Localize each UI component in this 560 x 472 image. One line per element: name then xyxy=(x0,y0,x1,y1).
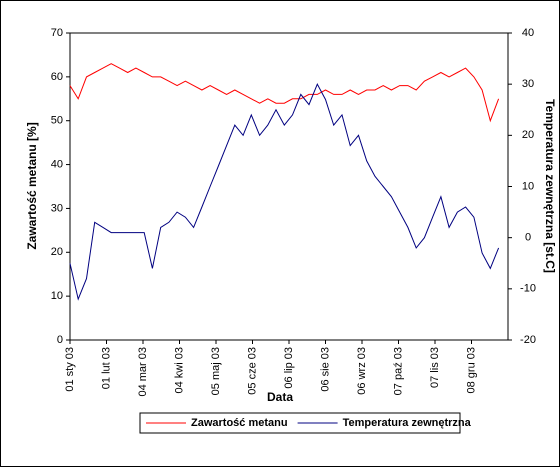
x-tick-label: 01 sty 03 xyxy=(64,347,76,392)
x-tick-label: 01 lut 03 xyxy=(100,347,112,389)
y2-tick-label: -20 xyxy=(520,334,536,346)
x-tick-label: 06 lip 03 xyxy=(283,347,295,389)
series-line xyxy=(69,63,500,123)
x-axis-title: Data xyxy=(267,390,293,404)
x-tick-label: 04 mar 03 xyxy=(137,347,149,397)
x-tick-label: 05 maj 03 xyxy=(210,347,222,395)
y-tick-label: 50 xyxy=(51,115,63,127)
x-tick-label: 07 paź 03 xyxy=(392,347,404,395)
y2-tick-label: 30 xyxy=(522,78,534,90)
x-tick-label: 06 sie 03 xyxy=(319,347,331,392)
y-tick-label: 30 xyxy=(51,202,63,214)
y-tick-label: 20 xyxy=(51,246,63,258)
series-line xyxy=(69,83,500,301)
x-tick-label: 05 cze 03 xyxy=(246,347,258,395)
y2-axis-title: Temperatura zewnętrzna [st.C] xyxy=(543,99,557,273)
y2-tick-label: -10 xyxy=(520,283,536,295)
y-tick-label: 70 xyxy=(51,27,63,39)
x-tick-label: 07 lis 03 xyxy=(429,347,441,388)
legend-label: Zawartość metanu xyxy=(191,417,288,429)
y2-tick-label: 40 xyxy=(522,27,534,39)
x-tick-label: 04 kwi 03 xyxy=(173,347,185,393)
y2-tick-label: 10 xyxy=(522,180,534,192)
y-axis-title: Zawartość metanu [%] xyxy=(25,122,39,249)
y-tick-label: 40 xyxy=(51,158,63,170)
y2-tick-label: 0 xyxy=(525,232,531,244)
y2-tick-label: 20 xyxy=(522,129,534,141)
x-tick-label: 06 wrz 03 xyxy=(356,347,368,395)
y-tick-label: 60 xyxy=(51,71,63,83)
legend-label: Temperatura zewnętrzna xyxy=(343,417,472,429)
x-tick-label: 08 gru 03 xyxy=(465,347,477,393)
y-tick-label: 10 xyxy=(51,290,63,302)
y-tick-label: 0 xyxy=(57,334,63,346)
